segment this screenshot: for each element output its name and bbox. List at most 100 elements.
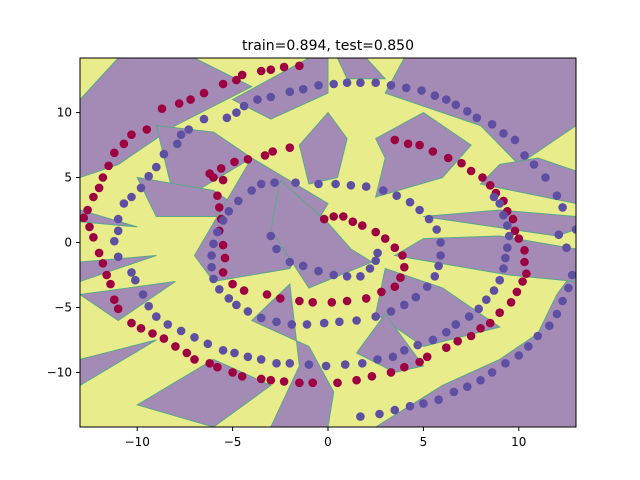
point-s0-61 xyxy=(522,269,531,279)
decision-regions xyxy=(80,58,576,427)
point-s1-43 xyxy=(176,326,186,336)
point-s1-135 xyxy=(386,307,396,316)
point-s1-112 xyxy=(371,256,381,266)
point-s0-33 xyxy=(171,342,180,351)
point-s0-42 xyxy=(279,377,289,386)
point-s0-85 xyxy=(218,240,228,250)
point-s0-31 xyxy=(148,329,157,338)
point-s1-33 xyxy=(113,214,123,224)
point-s0-10 xyxy=(157,104,167,113)
point-s0-112 xyxy=(260,151,270,160)
point-s0-27 xyxy=(110,295,119,305)
point-s0-38 xyxy=(228,368,237,377)
point-s0-90 xyxy=(262,290,272,299)
point-s1-61 xyxy=(442,327,451,337)
point-s1-42 xyxy=(163,320,173,329)
point-s0-44 xyxy=(308,378,318,388)
point-s1-85 xyxy=(514,351,524,360)
point-s0-19 xyxy=(83,205,92,215)
point-s1-109 xyxy=(342,272,352,281)
point-s1-110 xyxy=(356,272,365,281)
point-s1-151 xyxy=(209,239,218,249)
point-s1-129 xyxy=(436,251,445,260)
point-s0-0 xyxy=(218,79,228,89)
point-s1-34 xyxy=(113,226,123,236)
point-s1-137 xyxy=(352,316,361,325)
point-s1-55 xyxy=(358,359,367,368)
point-s1-94 xyxy=(390,405,400,415)
point-s0-15 xyxy=(104,161,113,171)
point-s0-97 xyxy=(377,287,386,297)
point-s0-59 xyxy=(512,287,522,297)
region-14 xyxy=(298,111,348,185)
point-s1-107 xyxy=(314,266,323,276)
point-s0-4 xyxy=(266,65,276,74)
point-s1-60 xyxy=(428,335,438,345)
point-s1-24 xyxy=(184,125,193,134)
point-s1-80 xyxy=(558,296,567,306)
point-s0-20 xyxy=(80,213,89,223)
point-s1-81 xyxy=(552,309,562,319)
y-tick-label: 5 xyxy=(64,171,72,185)
point-s0-40 xyxy=(256,374,266,384)
point-s1-58 xyxy=(400,346,409,355)
point-s0-13 xyxy=(119,139,129,149)
point-s1-88 xyxy=(476,375,485,385)
point-s0-46 xyxy=(352,375,361,385)
point-s0-35 xyxy=(190,355,199,364)
point-s1-17 xyxy=(451,100,461,110)
point-s0-41 xyxy=(266,375,276,385)
point-s1-10 xyxy=(356,78,365,87)
x-axis: −10 −5 0 5 10 xyxy=(125,427,526,449)
point-s1-35 xyxy=(110,236,119,246)
point-s0-65 xyxy=(510,226,520,236)
point-s0-49 xyxy=(400,362,409,372)
point-s1-68 xyxy=(499,264,508,273)
point-s0-12 xyxy=(127,130,136,139)
point-s1-50 xyxy=(272,359,281,368)
point-s1-65 xyxy=(482,295,491,305)
point-s1-149 xyxy=(207,262,216,272)
point-s1-138 xyxy=(335,317,344,327)
point-s1-63 xyxy=(464,312,474,321)
point-s0-113 xyxy=(243,155,253,164)
point-s0-23 xyxy=(94,248,104,258)
point-s1-99 xyxy=(552,191,562,200)
point-s0-103 xyxy=(380,234,390,243)
point-s1-57 xyxy=(388,352,398,362)
point-s1-134 xyxy=(400,300,409,310)
point-s0-71 xyxy=(478,173,487,182)
point-s0-57 xyxy=(495,308,505,318)
point-s1-32 xyxy=(119,199,129,208)
point-s1-127 xyxy=(432,225,442,234)
point-s1-28 xyxy=(152,162,161,172)
point-s0-54 xyxy=(466,331,476,341)
point-s1-4 xyxy=(266,92,276,102)
point-s0-73 xyxy=(457,158,466,168)
point-s0-110 xyxy=(285,143,295,152)
y-tick-label: −10 xyxy=(47,365,72,379)
y-tick-label: 10 xyxy=(57,106,72,120)
point-s1-121 xyxy=(361,182,371,191)
point-s0-2 xyxy=(237,70,247,80)
point-s0-72 xyxy=(466,166,476,176)
point-s1-114 xyxy=(247,186,256,195)
point-s1-152 xyxy=(213,227,222,237)
point-s1-56 xyxy=(373,355,382,364)
point-s1-48 xyxy=(243,352,253,362)
point-s0-75 xyxy=(428,147,438,156)
point-s1-20 xyxy=(487,120,497,129)
point-s1-70 xyxy=(503,243,512,252)
point-s1-31 xyxy=(127,192,136,202)
point-s1-115 xyxy=(256,179,266,189)
point-s0-47 xyxy=(367,372,377,381)
point-s1-97 xyxy=(571,225,576,234)
point-s0-81 xyxy=(213,191,222,200)
point-s1-132 xyxy=(422,282,432,292)
point-s1-51 xyxy=(285,359,295,368)
point-s1-117 xyxy=(291,178,300,187)
point-s0-91 xyxy=(276,294,285,303)
point-s0-111 xyxy=(268,147,278,156)
point-s0-6 xyxy=(295,61,304,71)
